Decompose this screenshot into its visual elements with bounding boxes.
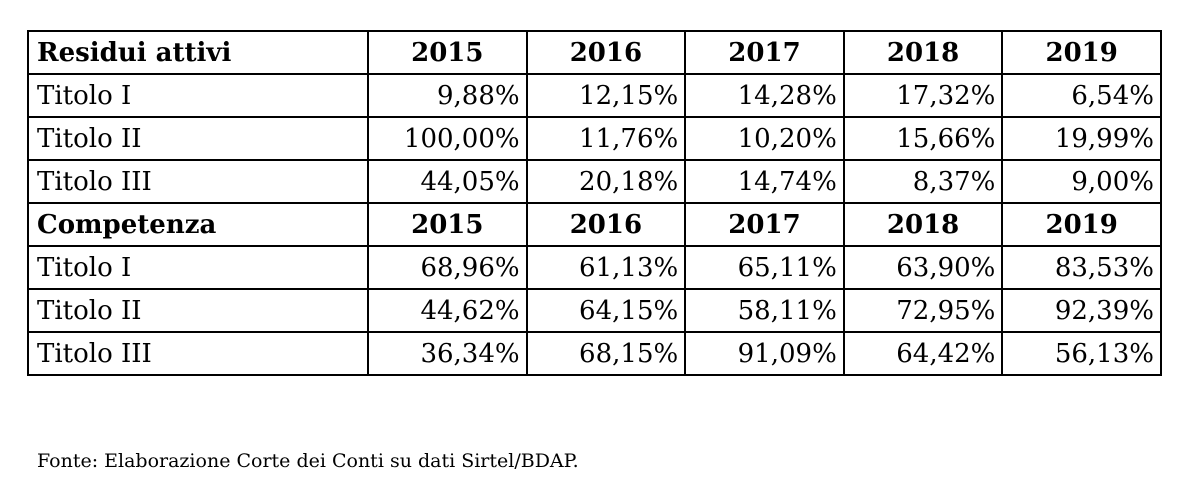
table-cell: 19,99% xyxy=(1001,116,1162,161)
table-cell: 20,18% xyxy=(525,159,687,204)
table-cell: 83,53% xyxy=(1001,245,1162,290)
table-cell: 44,05% xyxy=(367,159,528,204)
table-row: Titolo II 100,00% 11,76% 10,20% 15,66% 1… xyxy=(27,116,1162,161)
row-label: Titolo III xyxy=(27,159,369,204)
table-row: Titolo II 44,62% 64,15% 58,11% 72,95% 92… xyxy=(27,288,1162,333)
table-row: Titolo I 9,88% 12,15% 14,28% 17,32% 6,54… xyxy=(27,73,1162,118)
section-header-row: Competenza 2015 2016 2017 2018 2019 xyxy=(27,202,1162,247)
table-cell: 58,11% xyxy=(684,288,845,333)
table-cell: 9,88% xyxy=(367,73,528,118)
table-cell: 92,39% xyxy=(1001,288,1162,333)
table-cell: 63,90% xyxy=(842,245,1004,290)
table-cell: 72,95% xyxy=(842,288,1004,333)
table-cell: 100,00% xyxy=(367,116,528,161)
year-header: 2018 xyxy=(842,202,1004,247)
section-heading: Competenza xyxy=(27,202,369,247)
table-cell: 65,11% xyxy=(684,245,845,290)
table-cell: 36,34% xyxy=(367,331,528,376)
data-table: Residui attivi 2015 2016 2017 2018 2019 … xyxy=(27,30,1162,376)
table-cell: 61,13% xyxy=(525,245,687,290)
section-header-row: Residui attivi 2015 2016 2017 2018 2019 xyxy=(27,30,1162,75)
table-row: Titolo III 36,34% 68,15% 91,09% 64,42% 5… xyxy=(27,331,1162,376)
table-cell: 12,15% xyxy=(525,73,687,118)
table-cell: 68,15% xyxy=(525,331,687,376)
table-cell: 10,20% xyxy=(684,116,845,161)
table-cell: 14,28% xyxy=(684,73,845,118)
row-label: Titolo III xyxy=(27,331,369,376)
source-note: Fonte: Elaborazione Corte dei Conti su d… xyxy=(37,450,579,472)
year-header: 2018 xyxy=(842,30,1004,75)
table-cell: 56,13% xyxy=(1001,331,1162,376)
table-cell: 14,74% xyxy=(684,159,845,204)
table-cell: 44,62% xyxy=(367,288,528,333)
table-cell: 64,42% xyxy=(842,331,1004,376)
table-row: Titolo I 68,96% 61,13% 65,11% 63,90% 83,… xyxy=(27,245,1162,290)
row-label: Titolo II xyxy=(27,116,369,161)
year-header: 2017 xyxy=(684,30,845,75)
year-header: 2015 xyxy=(367,30,528,75)
table-cell: 15,66% xyxy=(842,116,1004,161)
year-header: 2015 xyxy=(367,202,528,247)
year-header: 2019 xyxy=(1001,30,1162,75)
table-cell: 8,37% xyxy=(842,159,1004,204)
year-header: 2019 xyxy=(1001,202,1162,247)
row-label: Titolo II xyxy=(27,288,369,333)
table-row: Titolo III 44,05% 20,18% 14,74% 8,37% 9,… xyxy=(27,159,1162,204)
table-cell: 91,09% xyxy=(684,331,845,376)
table-cell: 17,32% xyxy=(842,73,1004,118)
year-header: 2016 xyxy=(525,202,687,247)
table-cell: 11,76% xyxy=(525,116,687,161)
table-cell: 68,96% xyxy=(367,245,528,290)
table-container: Residui attivi 2015 2016 2017 2018 2019 … xyxy=(27,30,1162,376)
row-label: Titolo I xyxy=(27,245,369,290)
table-cell: 64,15% xyxy=(525,288,687,333)
table-cell: 6,54% xyxy=(1001,73,1162,118)
year-header: 2017 xyxy=(684,202,845,247)
year-header: 2016 xyxy=(525,30,687,75)
table-cell: 9,00% xyxy=(1001,159,1162,204)
row-label: Titolo I xyxy=(27,73,369,118)
section-heading: Residui attivi xyxy=(27,30,369,75)
